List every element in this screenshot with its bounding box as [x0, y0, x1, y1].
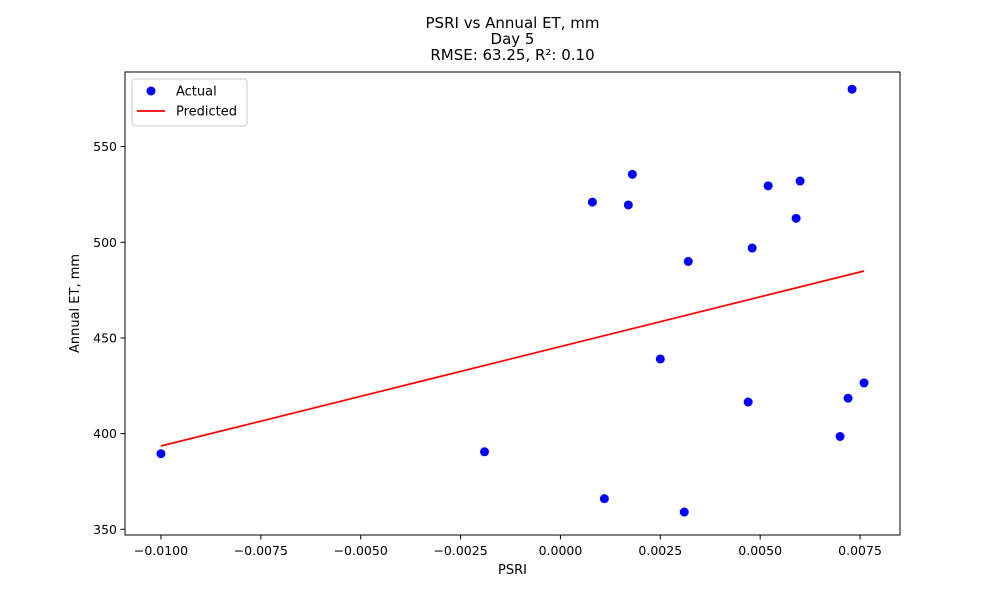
actual-point [795, 176, 805, 186]
x-tick-label: −0.0100 [134, 543, 188, 558]
chart-title-line: Day 5 [491, 30, 535, 48]
x-tick-label: −0.0025 [433, 543, 487, 558]
actual-point [587, 197, 597, 207]
actual-point [843, 393, 853, 403]
legend-label: Predicted [176, 105, 237, 120]
legend: Actual Predicted [131, 78, 248, 127]
actual-point [763, 181, 773, 191]
x-axis: −0.0100 −0.0075 −0.0050 −0.0025 0.0000 0.0025… [134, 535, 882, 558]
chart-title-line: PSRI vs Annual ET, mm [426, 14, 600, 32]
legend-box [131, 78, 248, 127]
y-tick-label: 550 [93, 139, 117, 154]
actual-point [623, 200, 633, 210]
y-tick-label: 450 [93, 330, 117, 345]
y-tick-label: 350 [93, 522, 117, 537]
actual-point [859, 378, 869, 388]
legend-marker-actual [146, 86, 156, 96]
y-tick-label: 500 [93, 235, 117, 250]
x-tick-label: −0.0075 [234, 543, 288, 558]
actual-point [847, 84, 857, 94]
actual-point [791, 213, 801, 223]
actual-point [156, 449, 166, 459]
actual-point [679, 507, 689, 517]
actual-point [480, 447, 490, 457]
x-tick-label: 0.0050 [738, 543, 782, 558]
x-axis-label: PSRI [498, 563, 527, 578]
y-tick-label: 400 [93, 426, 117, 441]
actual-point [835, 431, 845, 441]
series-layer [156, 84, 869, 517]
actual-point [599, 494, 609, 504]
actual-point [627, 169, 637, 179]
plot-area [124, 71, 901, 536]
y-axis: 350 400 450 500 550 [93, 139, 125, 537]
predicted-line [160, 270, 865, 447]
actual-point [743, 397, 753, 407]
actual-point [747, 243, 757, 253]
x-tick-label: 0.0025 [638, 543, 682, 558]
x-tick-label: −0.0050 [334, 543, 388, 558]
legend-label: Actual [176, 85, 217, 100]
x-tick-label: 0.0075 [838, 543, 882, 558]
y-axis-label: Annual ET, mm [68, 254, 83, 353]
chart-title-line: RMSE: 63.25, R²: 0.10 [430, 46, 594, 64]
actual-point [683, 256, 693, 266]
actual-point [655, 354, 665, 364]
x-tick-label: 0.0000 [539, 543, 583, 558]
